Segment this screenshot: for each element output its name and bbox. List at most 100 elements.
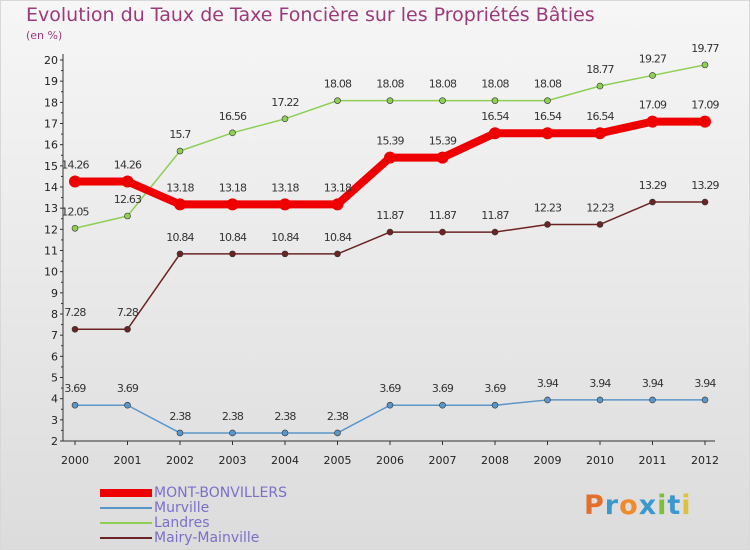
data-point-mont-bonvillers — [541, 127, 554, 140]
data-label-mairy-mainville: 10.84 — [219, 231, 247, 244]
data-label-mont-bonvillers: 13.18 — [271, 181, 299, 194]
x-tick-label: 2002 — [166, 454, 194, 467]
y-tick-label: 20 — [44, 54, 58, 67]
data-point-mont-bonvillers — [489, 127, 501, 140]
legend-item: Landres — [100, 515, 287, 530]
logo-letter: o — [619, 490, 639, 521]
data-label-mairy-mainville: 13.29 — [691, 179, 719, 192]
data-label-mont-bonvillers: 13.18 — [324, 181, 352, 194]
series-layer — [69, 61, 711, 437]
data-label-landres: 16.56 — [219, 110, 247, 123]
x-tick-label: 2008 — [481, 454, 509, 467]
data-point-murville — [649, 396, 656, 404]
y-tick-label: 9 — [51, 287, 58, 300]
data-label-mont-bonvillers: 16.54 — [586, 110, 614, 123]
legend-label: Mairy-Mainville — [154, 529, 260, 546]
y-tick-label: 3 — [51, 414, 58, 427]
x-tick-label: 2012 — [691, 454, 719, 467]
data-point-landres — [491, 97, 499, 104]
data-label-landres: 12.63 — [114, 193, 142, 206]
data-point-murville — [124, 401, 131, 409]
data-point-mairy-mainville — [71, 325, 79, 333]
y-tick-label: 5 — [51, 372, 58, 385]
y-tick-label: 16 — [44, 139, 58, 152]
legend-swatch — [100, 536, 152, 539]
x-tick-label: 2010 — [586, 454, 614, 467]
data-label-murville: 2.38 — [222, 410, 244, 423]
data-point-mairy-mainville — [649, 198, 656, 206]
data-label-mont-bonvillers: 14.26 — [114, 158, 142, 171]
logo-letter: i — [681, 490, 692, 521]
data-label-murville: 3.69 — [64, 382, 86, 395]
data-labels-layer: 7.28 7.28 10.84 10.84 10.84 10.84 11.87 11.87 11… — [61, 42, 720, 423]
y-axis-unit-label: (en %) — [26, 29, 63, 42]
x-tick-label: 2006 — [376, 454, 404, 467]
data-point-murville — [491, 401, 499, 409]
data-point-mairy-mainville — [386, 228, 394, 236]
data-point-murville — [386, 401, 394, 409]
data-label-mairy-mainville: 10.84 — [324, 231, 352, 244]
data-point-mairy-mainville — [124, 325, 131, 333]
data-label-mont-bonvillers: 13.18 — [219, 181, 247, 194]
x-tick-label: 2005 — [324, 454, 352, 467]
x-tick-label: 2003 — [219, 454, 247, 467]
data-point-mont-bonvillers — [646, 115, 659, 128]
data-point-mairy-mainville — [281, 250, 289, 258]
data-label-murville: 3.94 — [694, 377, 716, 390]
data-label-mairy-mainville: 7.28 — [64, 306, 86, 319]
data-point-mairy-mainville — [544, 221, 551, 228]
y-tick-label: 7 — [51, 329, 58, 342]
data-label-mairy-mainville: 12.23 — [534, 201, 562, 214]
data-point-landres — [596, 82, 604, 90]
data-point-landres — [124, 212, 131, 220]
data-label-landres: 18.77 — [586, 63, 614, 76]
data-point-mairy-mainville — [491, 228, 499, 236]
data-point-mont-bonvillers — [699, 115, 711, 128]
legend-item: Mairy-Mainville — [100, 530, 287, 545]
legend-label: Landres — [154, 514, 210, 531]
data-point-landres — [649, 72, 656, 79]
chart-title: Evolution du Taux de Taxe Foncière sur l… — [26, 4, 595, 26]
proxiti-logo: Proxiti — [584, 490, 692, 521]
data-label-murville: 2.38 — [327, 410, 349, 423]
data-label-murville: 2.38 — [169, 410, 191, 423]
data-point-landres — [439, 97, 446, 104]
data-label-mont-bonvillers: 13.18 — [166, 181, 194, 194]
data-point-mairy-mainville — [334, 250, 341, 258]
data-point-landres — [544, 97, 551, 104]
legend-swatch — [100, 521, 152, 524]
data-label-landres: 12.05 — [61, 205, 89, 218]
data-point-mairy-mainville — [439, 228, 446, 236]
data-point-mont-bonvillers — [174, 198, 186, 211]
logo-letter: t — [667, 490, 682, 521]
x-tick-label: 2004 — [271, 454, 299, 467]
data-label-murville: 3.94 — [642, 377, 664, 390]
data-label-murville: 3.69 — [117, 382, 139, 395]
data-label-mont-bonvillers: 15.39 — [429, 135, 457, 148]
data-point-murville — [334, 429, 341, 437]
y-tick-label: 6 — [51, 350, 58, 363]
data-label-landres: 18.08 — [376, 78, 404, 91]
logo-letter: P — [584, 490, 605, 521]
data-point-mont-bonvillers — [594, 127, 606, 140]
legend-item: Murville — [100, 500, 287, 515]
data-point-mairy-mainville — [176, 250, 184, 258]
data-point-murville — [281, 429, 289, 437]
data-label-landres: 19.27 — [639, 52, 667, 65]
data-label-murville: 3.94 — [537, 377, 559, 390]
y-tick-label: 19 — [44, 75, 58, 88]
data-label-landres: 18.08 — [324, 78, 352, 91]
data-point-mont-bonvillers — [279, 198, 291, 211]
axes: 2 3 4 5 6 7 8 9 10 11 12 13 14 15 16 17 18 19 20 2000 2001 20… — [44, 54, 719, 467]
data-point-landres — [176, 147, 184, 155]
data-label-landres: 18.08 — [534, 78, 562, 91]
data-label-murville: 3.94 — [589, 377, 611, 390]
logo-letter: r — [604, 490, 620, 521]
data-label-mont-bonvillers: 17.09 — [639, 99, 667, 112]
data-point-mairy-mainville — [596, 221, 604, 228]
data-label-mairy-mainville: 10.84 — [166, 231, 194, 244]
data-label-mont-bonvillers: 16.54 — [534, 110, 562, 123]
data-point-mont-bonvillers — [331, 198, 344, 211]
data-point-murville — [439, 401, 446, 409]
